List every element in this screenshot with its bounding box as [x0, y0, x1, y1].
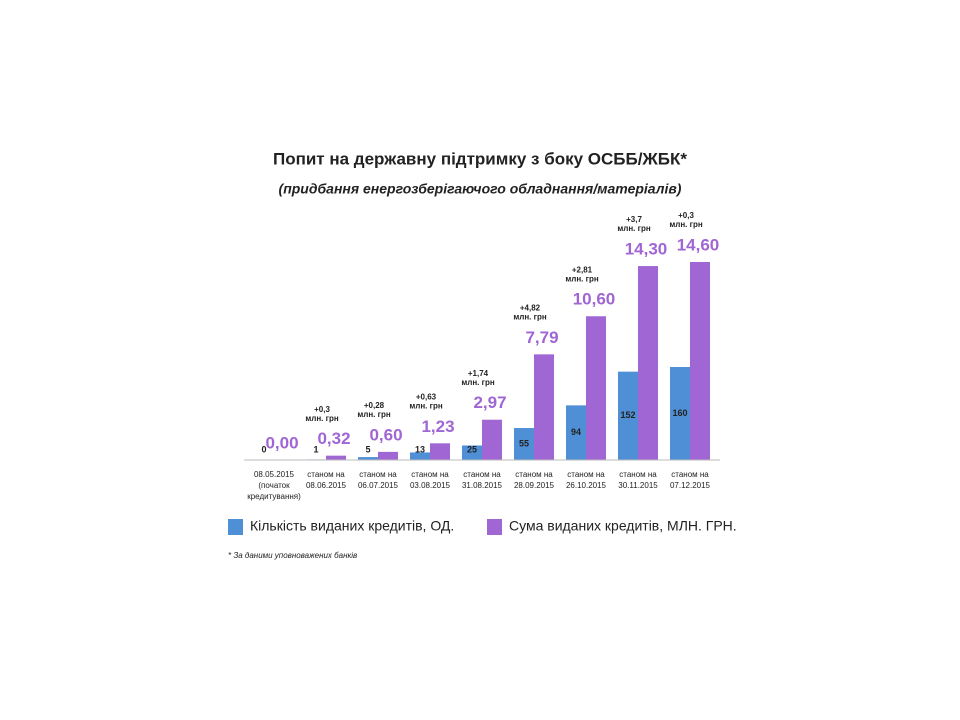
increment-label: млн. грн: [617, 224, 650, 233]
x-tick-label: станом на: [619, 470, 657, 479]
x-tick-label: станом на: [411, 470, 449, 479]
x-tick-label: станом на: [515, 470, 553, 479]
value-label: 1: [313, 444, 318, 454]
value-label: 25: [467, 444, 477, 454]
value-label: 55: [519, 438, 529, 448]
bar: [534, 354, 554, 460]
value-label: 7,79: [525, 328, 558, 347]
legend-swatch: [487, 519, 502, 535]
x-tick-label: 28.09.2015: [514, 481, 555, 490]
increment-label: +2,81: [572, 265, 593, 274]
value-label: 2,97: [473, 393, 506, 412]
value-label: 0,00: [265, 433, 298, 452]
value-label: 94: [571, 427, 581, 437]
increment-label: +4,82: [520, 303, 541, 312]
x-tick-label: 07.12.2015: [670, 481, 711, 490]
x-tick-label: (початок: [258, 481, 290, 490]
footnote: * За даними уповноважених банків: [228, 551, 357, 560]
x-tick-label: станом на: [307, 470, 345, 479]
bar: [410, 452, 430, 460]
x-tick-label: станом на: [671, 470, 709, 479]
x-tick-label: 31.08.2015: [462, 481, 503, 490]
increment-label: млн. грн: [461, 378, 494, 387]
bar: [690, 262, 710, 460]
increment-label: млн. грн: [669, 220, 702, 229]
x-tick-label: станом на: [359, 470, 397, 479]
increment-label: млн. грн: [409, 401, 442, 410]
bar: [514, 428, 534, 460]
value-label: 0,32: [317, 429, 350, 448]
bar: [462, 445, 482, 460]
increment-label: +0,63: [416, 392, 437, 401]
chart-title: Попит на державну підтримку з боку ОСББ/…: [273, 149, 687, 168]
bar: [566, 405, 586, 460]
bar: [430, 443, 450, 460]
x-tick-label: 06.07.2015: [358, 481, 399, 490]
x-tick-label: 08.05.2015: [254, 470, 295, 479]
increment-label: млн. грн: [565, 274, 598, 283]
value-label: 0,60: [369, 425, 402, 444]
value-label: 10,60: [573, 290, 616, 309]
legend-label: Сума виданих кредитів, МЛН. ГРН.: [509, 518, 737, 534]
increment-label: +1,74: [468, 369, 489, 378]
value-label: 14,60: [677, 235, 720, 254]
value-label: 13: [415, 444, 425, 454]
legend-swatch: [228, 519, 243, 535]
value-label: 160: [672, 408, 687, 418]
increment-label: +0,3: [678, 211, 694, 220]
value-label: 152: [620, 410, 635, 420]
bar: [326, 455, 346, 460]
bar: [670, 367, 690, 460]
bar: [358, 457, 378, 460]
increment-label: млн. грн: [513, 312, 546, 321]
increment-label: +3,7: [626, 215, 642, 224]
x-tick-label: станом на: [463, 470, 501, 479]
value-label: 5: [365, 444, 370, 454]
bar: [378, 451, 398, 460]
increment-label: млн. грн: [357, 410, 390, 419]
bar: [618, 371, 638, 460]
increment-label: +0,28: [364, 401, 385, 410]
x-tick-label: 03.08.2015: [410, 481, 451, 490]
x-tick-label: кредитування): [247, 492, 301, 501]
bar: [638, 266, 658, 460]
increment-label: +0,3: [314, 405, 330, 414]
value-label: 1,23: [421, 417, 454, 436]
x-tick-label: 26.10.2015: [566, 481, 607, 490]
value-label: 14,30: [625, 240, 668, 259]
bar: [586, 316, 606, 460]
chart-subtitle: (придбання енергозберігаючого обладнання…: [279, 181, 682, 197]
x-tick-label: станом на: [567, 470, 605, 479]
bar: [482, 419, 502, 460]
value-label: 0: [261, 444, 266, 454]
x-tick-label: 08.06.2015: [306, 481, 347, 490]
legend-label: Кількість виданих кредитів, ОД.: [250, 518, 454, 534]
increment-label: млн. грн: [305, 414, 338, 423]
x-tick-label: 30.11.2015: [618, 481, 658, 490]
